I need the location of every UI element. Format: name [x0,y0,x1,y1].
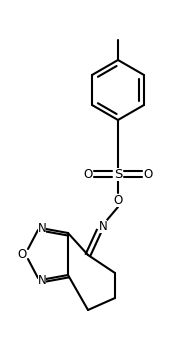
Text: O: O [113,193,123,206]
Text: O: O [83,167,93,181]
Text: O: O [17,247,27,261]
Text: N: N [99,220,107,232]
Text: S: S [114,167,122,181]
Text: N: N [38,274,46,286]
Text: O: O [143,167,153,181]
Text: N: N [38,221,46,235]
